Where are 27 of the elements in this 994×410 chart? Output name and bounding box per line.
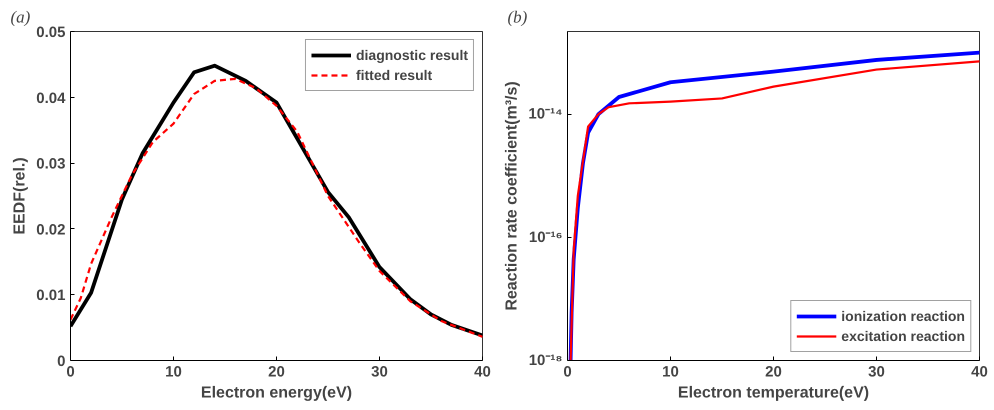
x-tick-label: 30 [868, 364, 885, 380]
y-tick-label: 0 [57, 353, 66, 370]
y-tick-label: 10⁻¹⁴ [528, 106, 563, 123]
y-axis-title: Reaction rate coefficient(m³/s) [503, 81, 520, 311]
chart-title: (b) [508, 8, 528, 26]
y-tick-label: 0.04 [36, 90, 66, 107]
x-tick-label: 20 [765, 364, 782, 380]
legend-label: fitted result [356, 67, 432, 83]
x-tick-label: 10 [662, 364, 679, 380]
chart-title: (a) [10, 8, 31, 26]
legend-label: excitation reaction [841, 328, 965, 344]
x-tick-label: 40 [971, 364, 988, 380]
y-tick-label: 10⁻¹⁸ [528, 352, 563, 369]
x-tick-label: 40 [474, 364, 491, 380]
legend-label: ionization reaction [841, 308, 965, 324]
y-tick-label: 0.01 [36, 287, 66, 304]
y-tick-label: 0.05 [36, 24, 66, 41]
x-axis-title: Electron energy(eV) [200, 384, 352, 402]
y-axis-title: EEDF(rel.) [11, 157, 28, 235]
y-tick-label: 10⁻¹⁶ [528, 228, 563, 246]
x-axis-title: Electron temperature(eV) [678, 384, 870, 402]
legend-label: diagnostic result [356, 47, 468, 63]
y-tick-label: 0.03 [36, 156, 66, 173]
y-tick-label: 0.02 [36, 221, 66, 238]
x-tick-label: 10 [165, 364, 182, 380]
x-tick-label: 30 [371, 364, 388, 380]
x-tick-label: 20 [268, 364, 285, 380]
